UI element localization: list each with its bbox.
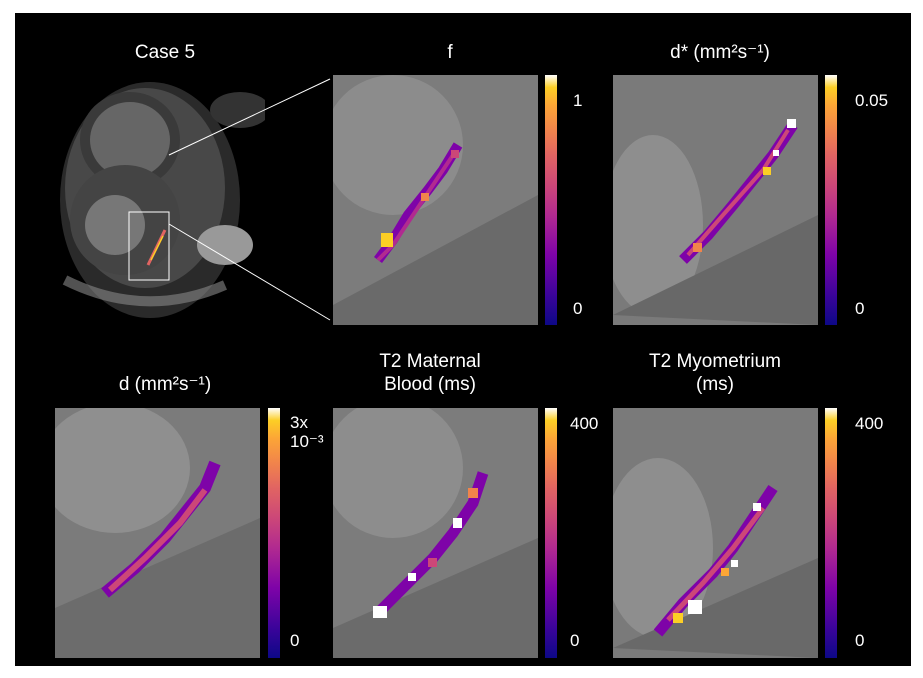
zoom-lines [168, 78, 331, 321]
figure-background: Case 5 f [15, 13, 911, 666]
panel-f-cbar-min: 0 [573, 299, 583, 318]
panel-dstar-cbar-min: 0 [855, 299, 865, 318]
panel-t2my-title: T2 Myometrium (ms) [649, 351, 781, 395]
overview-mri-image [55, 70, 265, 325]
panel-f-image [333, 75, 538, 325]
panel-d-cbar-min: 0 [290, 631, 300, 650]
panel-f-cbar-max: 1 [573, 91, 583, 110]
panel-t2mb-colorbar [545, 408, 557, 658]
panel-t2my-cbar-min: 0 [855, 631, 865, 650]
panel-t2mb-image [333, 408, 538, 658]
panel-t2my-image [613, 408, 818, 658]
panel-dstar-image [613, 75, 818, 325]
panel-f-title: f [447, 42, 453, 63]
panel-t2mb-title: T2 Maternal Blood (ms) [379, 351, 481, 395]
panel-d-title: d (mm²s⁻¹) [118, 374, 212, 395]
panel-t2my-colorbar [825, 408, 837, 658]
panel-dstar-title: d* (mm²s⁻¹) [670, 42, 770, 63]
panel-dstar-cbar-max: 0.05 [855, 91, 889, 110]
case-title: Case 5 [134, 42, 196, 63]
panel-d-image [55, 408, 260, 658]
panel-d-cbar-max: 3x 10⁻³ [290, 413, 324, 451]
panel-d-colorbar [268, 408, 280, 658]
panel-dstar-colorbar [825, 75, 837, 325]
panel-t2my-cbar-max: 400 [855, 414, 884, 433]
panel-t2mb-cbar-max: 400 [570, 414, 599, 433]
panel-f-colorbar [545, 75, 557, 325]
panel-t2mb-cbar-min: 0 [570, 631, 580, 650]
